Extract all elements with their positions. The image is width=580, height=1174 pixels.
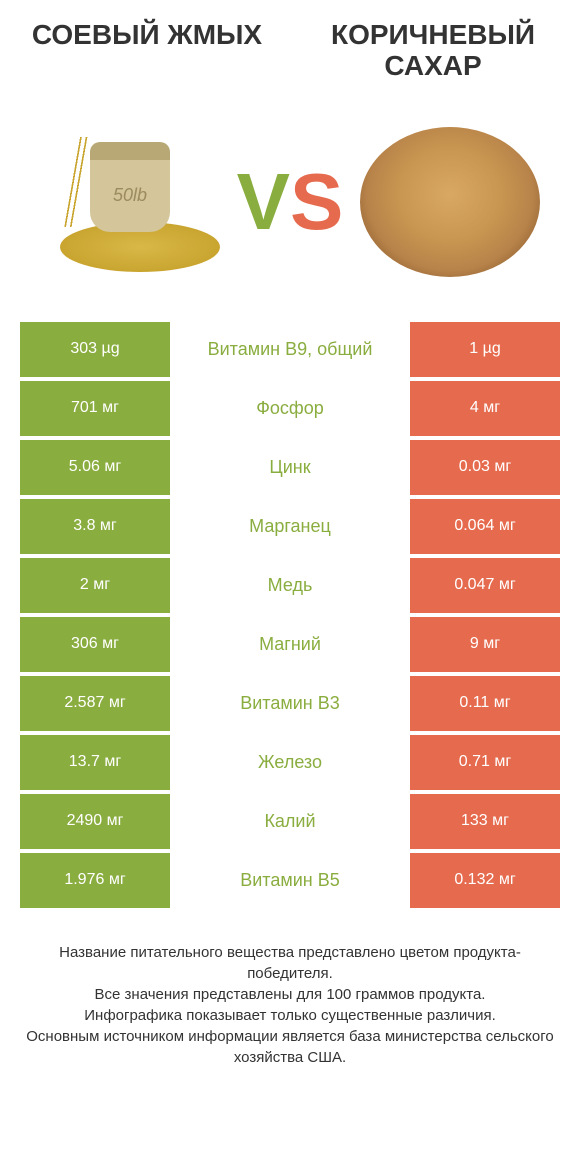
table-row: 2490 мгКалий133 мг xyxy=(20,794,560,849)
vs-v: V xyxy=(237,157,290,246)
nutrient-label: Марганец xyxy=(170,499,410,554)
value-left: 701 мг xyxy=(20,381,170,436)
nutrient-label: Витамин B9, общий xyxy=(170,322,410,377)
table-row: 306 мгМагний9 мг xyxy=(20,617,560,672)
brown-sugar-icon xyxy=(360,127,540,277)
value-left: 5.06 мг xyxy=(20,440,170,495)
table-row: 1.976 мгВитамин B50.132 мг xyxy=(20,853,560,908)
table-row: 2 мгМедь0.047 мг xyxy=(20,558,560,613)
value-right: 0.71 мг xyxy=(410,735,560,790)
nutrient-label: Железо xyxy=(170,735,410,790)
value-left: 2.587 мг xyxy=(20,676,170,731)
footer: Название питательного вещества представл… xyxy=(0,912,580,1068)
value-right: 133 мг xyxy=(410,794,560,849)
nutrient-label: Фосфор xyxy=(170,381,410,436)
value-left: 2490 мг xyxy=(20,794,170,849)
comparison-table: 303 µgВитамин B9, общий1 µg701 мгФосфор4… xyxy=(0,322,580,912)
value-right: 0.11 мг xyxy=(410,676,560,731)
footer-line: Все значения представлены для 100 граммо… xyxy=(20,984,560,1005)
footer-line: Инфографика показывает только существенн… xyxy=(20,1005,560,1026)
value-right: 0.03 мг xyxy=(410,440,560,495)
value-left: 1.976 мг xyxy=(20,853,170,908)
footer-line: Основным источником информации является … xyxy=(20,1026,560,1068)
value-right: 4 мг xyxy=(410,381,560,436)
value-left: 306 мг xyxy=(20,617,170,672)
value-left: 2 мг xyxy=(20,558,170,613)
soy-bag-icon xyxy=(60,132,200,272)
value-right: 1 µg xyxy=(410,322,560,377)
value-right: 0.132 мг xyxy=(410,853,560,908)
table-row: 2.587 мгВитамин B30.11 мг xyxy=(20,676,560,731)
value-right: 9 мг xyxy=(410,617,560,672)
table-row: 3.8 мгМарганец0.064 мг xyxy=(20,499,560,554)
table-row: 5.06 мгЦинк0.03 мг xyxy=(20,440,560,495)
vs-label: VS xyxy=(237,162,344,242)
product-left-image xyxy=(30,112,230,292)
table-row: 303 µgВитамин B9, общий1 µg xyxy=(20,322,560,377)
value-left: 3.8 мг xyxy=(20,499,170,554)
value-right: 0.047 мг xyxy=(410,558,560,613)
vs-s: S xyxy=(290,157,343,246)
nutrient-label: Цинк xyxy=(170,440,410,495)
value-left: 13.7 мг xyxy=(20,735,170,790)
nutrient-label: Витамин B5 xyxy=(170,853,410,908)
header: СОЕВЫЙ ЖМЫХ КОРИЧНЕВЫЙ САХАР xyxy=(0,0,580,92)
nutrient-label: Калий xyxy=(170,794,410,849)
footer-line: Название питательного вещества представл… xyxy=(20,942,560,984)
nutrient-label: Медь xyxy=(170,558,410,613)
product-right-title: КОРИЧНЕВЫЙ САХАР xyxy=(316,20,550,82)
nutrient-label: Витамин B3 xyxy=(170,676,410,731)
value-left: 303 µg xyxy=(20,322,170,377)
product-left-title: СОЕВЫЙ ЖМЫХ xyxy=(30,20,264,82)
images-row: VS xyxy=(0,92,580,322)
nutrient-label: Магний xyxy=(170,617,410,672)
product-right-image xyxy=(350,112,550,292)
table-row: 701 мгФосфор4 мг xyxy=(20,381,560,436)
value-right: 0.064 мг xyxy=(410,499,560,554)
table-row: 13.7 мгЖелезо0.71 мг xyxy=(20,735,560,790)
